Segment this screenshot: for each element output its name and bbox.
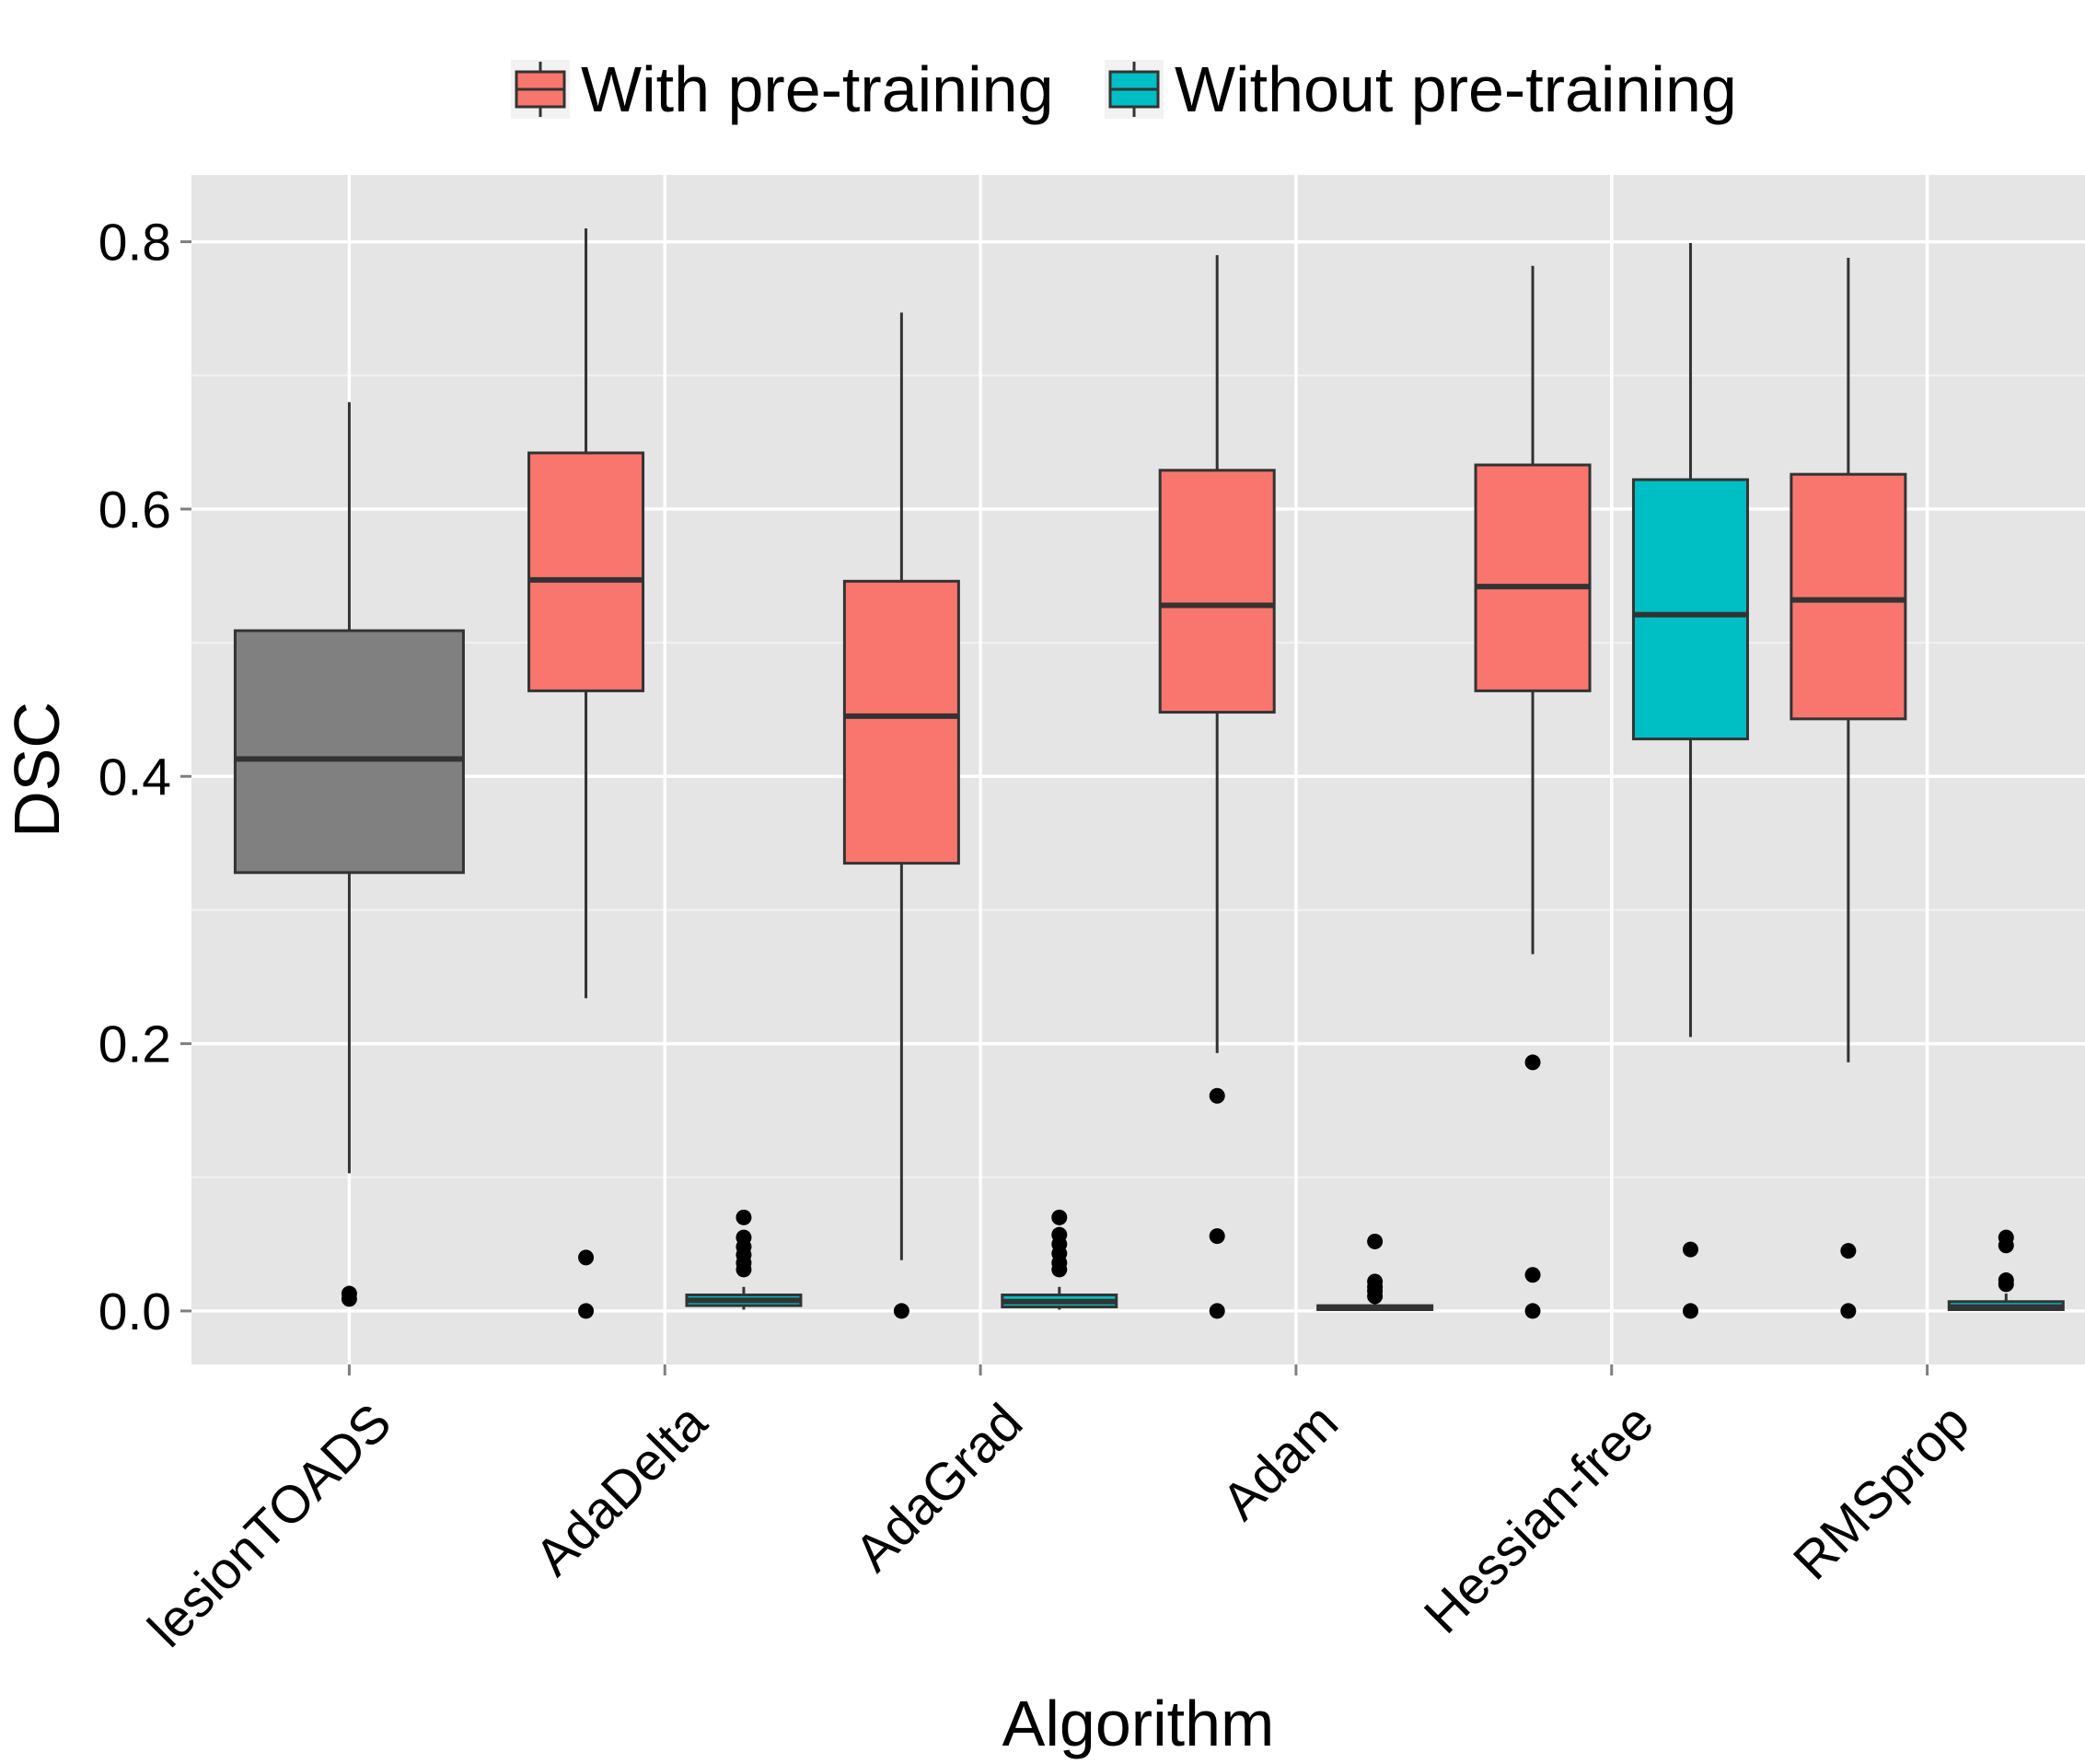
box-iqr [1631, 478, 1749, 741]
outlier-point [1367, 1273, 1384, 1290]
box-iqr [1474, 463, 1592, 692]
y-tick-label: 0.8 [98, 214, 171, 273]
plot-panel [191, 175, 2085, 1364]
box-iqr [1790, 472, 1907, 721]
outlier-point [1682, 1241, 1698, 1258]
outlier-point [1209, 1303, 1225, 1319]
y-tick-label: 0.4 [98, 748, 171, 807]
legend-label: Without pre-training [1175, 53, 1737, 125]
outlier-point [1998, 1229, 2014, 1246]
x-axis-label: Algorithm [1002, 1688, 1275, 1759]
boxplot-adam-without-pre-training [1316, 1233, 1434, 1312]
outlier-point [578, 1303, 595, 1319]
x-tick-label-adam: Adam [1210, 1393, 1349, 1532]
x-tick-label-adadelta: AdaDelta [524, 1393, 718, 1587]
box-iqr [1158, 469, 1276, 714]
outlier-point [1840, 1303, 1857, 1319]
outlier-point [578, 1249, 595, 1266]
boxplot-adadelta-with-pre-training [527, 228, 645, 1319]
x-tick-label-adagrad: AdaGrad [844, 1393, 1035, 1584]
y-tick-label: 0.2 [98, 1015, 171, 1074]
boxplot-adam-with-pre-training [1158, 255, 1276, 1319]
outlier-point [1998, 1272, 2014, 1289]
x-tick-label-lesiontoads: lesionTOADS [137, 1393, 403, 1659]
y-tick-label: 0.6 [98, 481, 171, 540]
outlier-point [736, 1209, 752, 1225]
box-iqr [527, 451, 645, 692]
x-tick-label-rmsprop: RMSprop [1782, 1393, 1980, 1591]
x-tick-label-hessian-free: Hessian-free [1413, 1393, 1665, 1645]
outlier-point [1051, 1226, 1068, 1243]
x-axis: lesionTOADS AdaDelta AdaGrad Adam Hessian-fr… [137, 1364, 1981, 1658]
boxplot-hessian-free-without-pre-training [1631, 243, 1749, 1319]
outlier-point [1051, 1209, 1068, 1225]
boxplot-rmsprop-without-pre-training [1947, 1229, 2065, 1311]
box-iqr [233, 629, 465, 875]
y-axis: 0.0 0.2 0.4 0.6 0.8 [98, 214, 191, 1341]
y-tick-label: 0.0 [98, 1282, 171, 1341]
outlier-point [1524, 1054, 1541, 1071]
grid-lines [191, 175, 2085, 1364]
boxplot-hessian-free-with-pre-training [1474, 265, 1592, 1319]
legend-item-with-pre-training: With pre-training [511, 53, 1054, 125]
boxplot-adagrad-without-pre-training [1001, 1209, 1118, 1310]
outlier-point [736, 1229, 752, 1246]
boxplot-adadelta-without-pre-training [685, 1209, 803, 1310]
outlier-point [341, 1285, 357, 1302]
legend-item-without-pre-training: Without pre-training [1105, 53, 1737, 125]
boxplot-lesiontoads-baseline [233, 401, 465, 1307]
outlier-point [1840, 1243, 1857, 1259]
outlier-point [1209, 1228, 1225, 1245]
legend: With pre-training Without pre-training [511, 53, 1737, 125]
legend-label: With pre-training [581, 53, 1054, 125]
outlier-point [1209, 1087, 1225, 1104]
outlier-point [1682, 1303, 1698, 1319]
box-iqr [842, 579, 960, 865]
outlier-point [893, 1303, 909, 1319]
y-axis-label: DSC [1, 702, 73, 838]
box-layer [233, 228, 2065, 1319]
outlier-point [1524, 1303, 1541, 1319]
outlier-point [1524, 1267, 1541, 1283]
boxplot-rmsprop-with-pre-training [1790, 258, 1907, 1319]
boxplot-adagrad-with-pre-training [842, 312, 960, 1319]
outlier-point [1367, 1233, 1384, 1249]
